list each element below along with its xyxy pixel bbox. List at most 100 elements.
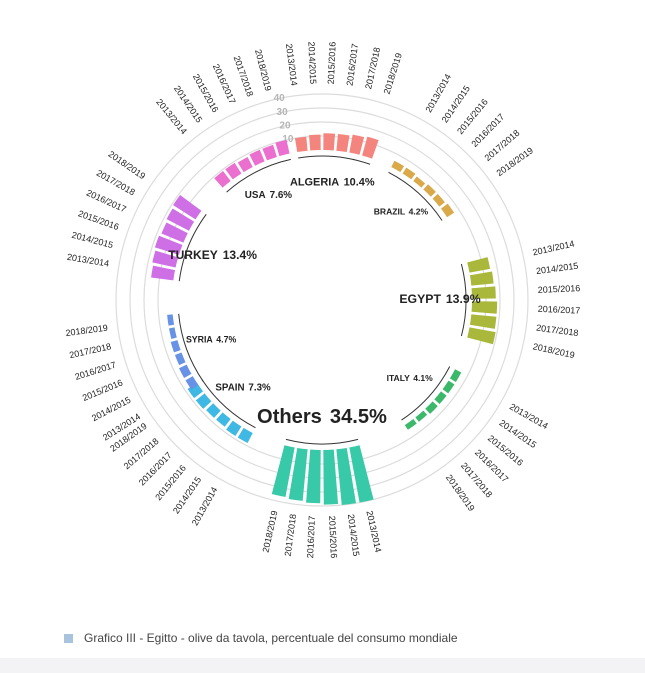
bar — [170, 340, 181, 353]
bar — [469, 314, 497, 329]
group-arc — [201, 379, 256, 429]
bar — [336, 447, 356, 506]
country-share: 4.1% — [413, 373, 433, 383]
bar — [362, 136, 379, 159]
caption-marker — [64, 634, 73, 643]
grid-ring — [157, 135, 487, 465]
bar — [216, 412, 231, 427]
country-name: SYRIA — [186, 335, 213, 345]
country-label: Others 34.5% — [257, 406, 387, 428]
season-label: 2018/2019 — [261, 510, 280, 554]
bar — [226, 420, 242, 436]
bar — [185, 376, 199, 390]
bar — [441, 203, 455, 218]
bar — [467, 257, 491, 273]
season-label: 2013/2014 — [284, 43, 299, 86]
footer-band — [0, 658, 645, 673]
caption: Grafico III - Egitto - olive da tavola, … — [84, 631, 458, 645]
season-label: 2016/2017 — [85, 188, 128, 215]
bar — [214, 171, 231, 188]
season-label: 2016/2017 — [538, 304, 581, 316]
bar — [471, 301, 498, 314]
bar — [237, 427, 253, 443]
y-tick-label: 30 — [277, 107, 289, 118]
bar — [425, 401, 438, 414]
country-label: ALGERIA 10.4% — [290, 176, 375, 188]
country-share: 34.5% — [330, 406, 387, 428]
country-label: ITALY 4.1% — [387, 373, 434, 383]
group-arc — [285, 438, 359, 445]
bar — [391, 160, 405, 173]
bar — [349, 445, 374, 503]
bar — [152, 250, 179, 268]
season-label: 2016/2017 — [345, 43, 360, 86]
country-name: ITALY — [387, 373, 411, 383]
season-label: 2017/2018 — [363, 46, 382, 90]
country-name: ALGERIA — [290, 176, 339, 188]
season-label: 2015/2016 — [77, 208, 120, 232]
country-share: 13.9% — [446, 292, 481, 306]
season-label: 2015/2016 — [538, 283, 581, 295]
season-label: 2015/2016 — [326, 41, 338, 84]
bar — [309, 134, 321, 151]
bar — [237, 157, 253, 173]
bar — [336, 133, 350, 153]
season-label: 2013/2014 — [532, 239, 576, 258]
country-name: USA — [245, 189, 266, 200]
bar — [323, 449, 339, 505]
bar — [262, 144, 277, 161]
bar — [169, 327, 177, 339]
country-name: TURKEY — [168, 248, 218, 262]
bar — [471, 286, 496, 299]
group-arc — [178, 313, 204, 382]
bar — [167, 314, 175, 326]
bar — [174, 352, 186, 366]
y-tick-label: 20 — [279, 121, 291, 132]
country-label: TURKEY 13.4% — [168, 248, 257, 262]
bar — [469, 271, 494, 286]
bar — [206, 403, 221, 418]
country-share: 4.2% — [409, 207, 429, 217]
season-label: 2017/2018 — [68, 341, 112, 360]
season-label: 2015/2016 — [327, 516, 339, 559]
country-label: SYRIA 4.7% — [186, 335, 236, 345]
bar — [275, 139, 290, 157]
group-arc — [226, 158, 291, 193]
bar — [323, 133, 336, 151]
bar — [288, 447, 308, 501]
bar — [442, 380, 455, 394]
season-label: 2017/2018 — [232, 54, 256, 97]
country-share: 4.7% — [216, 335, 236, 345]
season-label: 2018/2019 — [532, 341, 576, 360]
country-share: 10.4% — [344, 176, 375, 188]
bar — [306, 449, 321, 504]
bar — [225, 162, 242, 180]
bar — [349, 134, 365, 155]
country-name: EGYPT — [399, 292, 441, 306]
bar — [154, 235, 183, 255]
season-label: 2013/2014 — [364, 510, 383, 554]
bar — [432, 193, 445, 207]
country-share: 7.3% — [248, 382, 271, 393]
bar — [402, 167, 416, 180]
bar — [449, 369, 462, 383]
season-label: 2018/2019 — [65, 323, 108, 338]
bar — [166, 208, 195, 231]
bar — [413, 176, 426, 188]
bar — [271, 445, 295, 498]
season-label: 2014/2015 — [306, 41, 318, 84]
country-share: 13.4% — [223, 248, 258, 262]
group-arc — [178, 214, 207, 282]
country-name: BRAZIL — [374, 207, 405, 217]
y-tick-label: 40 — [274, 93, 286, 104]
country-label: USA 7.6% — [245, 189, 293, 200]
bar — [294, 136, 308, 153]
season-label: 2018/2019 — [253, 48, 273, 92]
bar — [434, 391, 447, 405]
bar — [161, 222, 188, 243]
group-arc — [401, 366, 451, 421]
bar — [467, 327, 496, 345]
y-tick-label: 10 — [282, 134, 294, 145]
